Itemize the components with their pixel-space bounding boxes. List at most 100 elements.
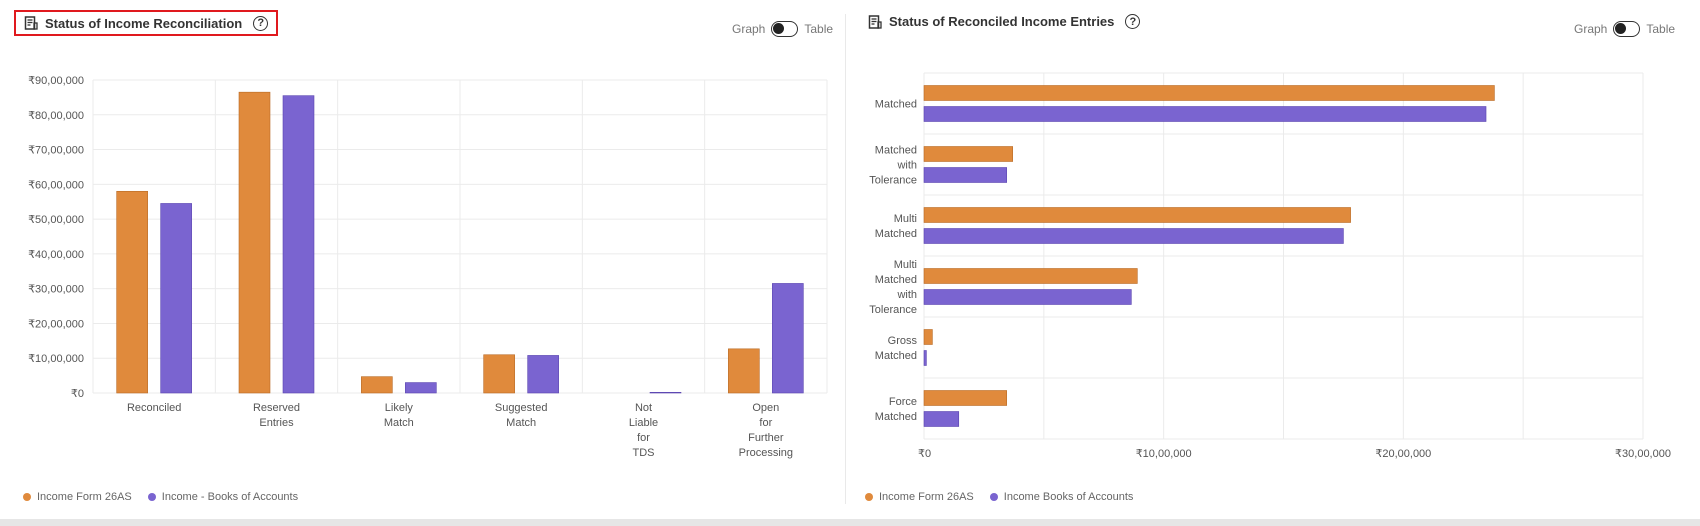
legend-item-form26as[interactable]: Income Form 26AS xyxy=(23,491,132,503)
bar xyxy=(923,268,1138,284)
legend-label: Income Form 26AS xyxy=(37,491,132,503)
bar xyxy=(923,167,1007,183)
bar xyxy=(483,354,515,394)
reconciled-entries-chart: ₹0 ₹10,00,000 ₹20,00,000 ₹30,00,000 Matched M… xyxy=(869,72,1671,460)
legend-swatch xyxy=(989,493,998,501)
bar xyxy=(923,146,1013,162)
bar xyxy=(772,283,804,394)
x-tick-label: Match xyxy=(506,417,536,429)
y-tick-label: Matched xyxy=(875,145,917,157)
y-tick-label: Multi xyxy=(894,213,917,225)
bar xyxy=(527,355,559,394)
y-tick-label: ₹90,00,000 xyxy=(28,75,84,87)
bar xyxy=(923,329,933,345)
legend-swatch xyxy=(865,493,873,501)
bar xyxy=(238,91,271,394)
x-tick-label: ₹30,00,000 xyxy=(1615,448,1671,460)
x-tick-label: Entries xyxy=(259,417,294,429)
left-view-toggle: Graph Table xyxy=(732,21,833,37)
legend-item-books[interactable]: Income - Books of Accounts xyxy=(147,491,299,503)
bar xyxy=(923,228,1344,244)
y-tick-label: Matched xyxy=(875,228,917,240)
legend-item-form26as[interactable]: Income Form 26AS xyxy=(865,491,974,503)
x-tick-label: Liable xyxy=(629,417,658,429)
bar xyxy=(649,392,682,394)
help-icon[interactable]: ? xyxy=(1125,14,1141,29)
bar xyxy=(116,190,148,394)
y-tick-label: Force xyxy=(889,396,917,408)
graph-table-switch[interactable] xyxy=(1613,21,1641,37)
y-tick-label: Tolerance xyxy=(869,175,917,187)
table-label: Table xyxy=(804,22,834,36)
legend-label: Income Form 26AS xyxy=(879,491,974,503)
x-tick-label: Likely xyxy=(385,402,414,414)
y-tick-label: ₹30,00,000 xyxy=(28,284,84,296)
income-reconciliation-chart: ₹0 ₹10,00,000 ₹20,00,000 ₹30,00,000 ₹40,00,0… xyxy=(28,75,828,459)
report-icon xyxy=(24,16,38,30)
y-tick-label: with xyxy=(896,160,917,172)
legend-item-books[interactable]: Income Books of Accounts xyxy=(989,491,1134,503)
x-tick-label: ₹0 xyxy=(918,448,931,460)
x-tick-label: ₹10,00,000 xyxy=(1136,448,1192,460)
x-tick-label: Processing xyxy=(739,447,793,459)
reconciled-entries-title-text: Status of Reconciled Income Entries xyxy=(889,14,1115,29)
panel-divider xyxy=(845,14,846,504)
switch-knob xyxy=(1615,23,1627,34)
legend-label: Income Books of Accounts xyxy=(1003,491,1134,503)
y-tick-label: Matched xyxy=(875,411,917,423)
y-tick-label: Tolerance xyxy=(869,304,917,316)
bar xyxy=(405,382,437,394)
x-tick-label: for xyxy=(637,432,650,444)
y-tick-label: ₹40,00,000 xyxy=(28,249,84,261)
x-tick-label: Suggested xyxy=(495,402,548,414)
legend-label: Income - Books of Accounts xyxy=(161,491,299,503)
y-tick-label: ₹20,00,000 xyxy=(28,318,84,330)
y-tick-label: ₹70,00,000 xyxy=(28,145,84,157)
bottom-scroll-strip xyxy=(0,519,1700,526)
graph-label: Graph xyxy=(732,22,766,36)
graph-table-switch[interactable] xyxy=(771,21,799,37)
y-tick-label: ₹80,00,000 xyxy=(28,110,84,122)
x-tick-label: Further xyxy=(748,432,784,444)
bar xyxy=(923,289,1132,305)
bar xyxy=(160,203,192,394)
graph-label: Graph xyxy=(1574,22,1608,36)
x-tick-label: for xyxy=(759,417,772,429)
bar xyxy=(923,411,960,427)
x-tick-label: ₹20,00,000 xyxy=(1375,448,1431,460)
help-icon[interactable]: ? xyxy=(253,15,269,31)
income-reconciliation-title: Status of Income Reconciliation ? xyxy=(14,10,279,36)
y-tick-label: Matched xyxy=(875,274,917,286)
x-tick-label: Open xyxy=(752,402,779,414)
y-tick-label: with xyxy=(896,289,917,301)
income-reconciliation-panel: Status of Income Reconciliation ? Graph … xyxy=(0,0,845,519)
bar xyxy=(923,106,1487,122)
report-icon xyxy=(868,14,882,29)
y-tick-label: Gross xyxy=(888,335,918,347)
table-label: Table xyxy=(1646,22,1676,36)
left-legend: Income Form 26AS Income - Books of Accou… xyxy=(23,491,298,503)
y-tick-label: ₹10,00,000 xyxy=(28,353,84,365)
y-tick-label: Matched xyxy=(875,99,917,111)
reconciled-entries-panel: Status of Reconciled Income Entries ? Gr… xyxy=(846,0,1700,519)
y-tick-label: Matched xyxy=(875,350,917,362)
x-tick-label: Not xyxy=(635,402,652,414)
bar xyxy=(923,390,1007,406)
x-tick-label: Reserved xyxy=(253,402,300,414)
x-tick-label: Reconciled xyxy=(127,402,181,414)
x-tick-label: Match xyxy=(384,417,414,429)
reconciled-entries-title: Status of Reconciled Income Entries ? xyxy=(868,14,1141,29)
y-tick-label: Multi xyxy=(894,259,917,271)
right-legend: Income Form 26AS Income Books of Account… xyxy=(865,491,1133,503)
x-tick-label: TDS xyxy=(633,447,655,459)
y-tick-label: ₹0 xyxy=(71,388,84,400)
switch-knob xyxy=(773,23,785,34)
bar xyxy=(923,350,927,366)
legend-swatch xyxy=(147,493,156,501)
income-reconciliation-title-text: Status of Income Reconciliation xyxy=(45,15,243,31)
legend-swatch xyxy=(23,493,31,501)
bar xyxy=(361,376,393,394)
bar xyxy=(282,95,315,394)
y-tick-label: ₹60,00,000 xyxy=(28,179,84,191)
